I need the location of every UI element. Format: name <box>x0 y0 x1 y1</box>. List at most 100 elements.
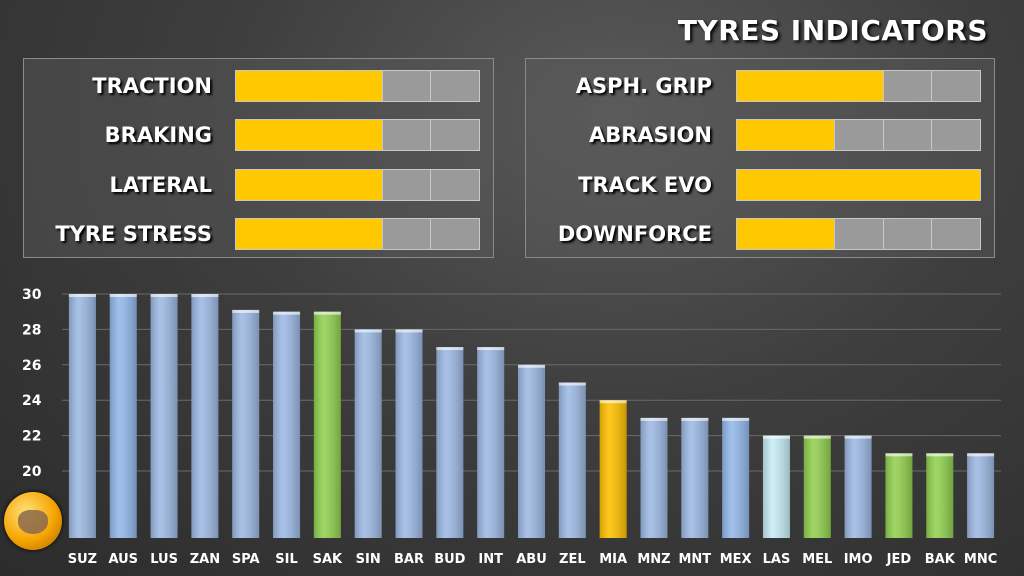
bar-shading <box>967 453 995 538</box>
x-tick-label: INT <box>478 552 503 567</box>
indicator-level-fill <box>236 120 382 150</box>
indicator-label: DOWNFORCE <box>557 222 712 246</box>
bar-shading <box>313 311 341 538</box>
bar-bud <box>436 347 464 538</box>
indicator-panel-left: TRACTION BRAKING LATERAL TYRE STRESS <box>23 58 494 258</box>
x-tick-label: ZAN <box>190 552 220 567</box>
bar-cap <box>926 453 954 457</box>
x-tick-label: BAK <box>925 552 956 567</box>
indicator-segment-divider <box>834 219 836 249</box>
x-tick-label: MNT <box>678 552 711 567</box>
bar-zan <box>191 294 219 538</box>
indicator-row-braking: BRAKING <box>24 118 493 152</box>
indicator-level-bar <box>736 218 981 250</box>
bar-cap <box>68 294 96 297</box>
bar-shading <box>681 417 709 538</box>
bar-cap <box>313 311 341 315</box>
indicator-level-fill <box>236 170 382 200</box>
indicator-label: ASPH. GRIP <box>575 74 712 98</box>
indicator-row-abrasion: ABRASION <box>526 118 994 152</box>
bar-cap <box>722 417 750 421</box>
x-tick-label: SIN <box>356 552 381 567</box>
indicator-level-bar <box>235 70 480 102</box>
bar-shading <box>518 364 545 538</box>
indicator-label: BRAKING <box>104 123 212 147</box>
tyre-bar-chart: 20 22 24 26 28 30 SUZ AUS LUS ZAN SPA SIL SAK SIN BAR… <box>22 287 1001 567</box>
indicator-segment-divider <box>381 170 383 200</box>
bar-sil <box>273 311 301 538</box>
bar-cap <box>558 382 586 386</box>
indicator-segment-divider <box>381 71 383 101</box>
bar-lus <box>150 294 178 538</box>
indicator-segment-divider <box>430 120 432 150</box>
bar-shading <box>762 435 790 538</box>
bar-mex <box>722 417 750 538</box>
x-tick-label: BUD <box>434 552 465 567</box>
y-tick-label: 28 <box>22 322 41 338</box>
indicator-level-bar <box>736 169 981 201</box>
indicator-segment-divider <box>834 120 836 150</box>
x-tick-label: MEX <box>720 552 752 567</box>
x-tick-label: ZEL <box>559 552 586 567</box>
bar-cap <box>640 417 668 421</box>
bar-shading <box>436 347 464 538</box>
bar-cap <box>844 435 872 439</box>
bar-jed <box>885 453 913 538</box>
bar-shading <box>68 294 96 538</box>
bar-cap <box>885 453 913 457</box>
indicator-segment-divider <box>882 219 884 249</box>
indicator-level-bar <box>235 218 480 250</box>
bar-cap <box>273 311 301 315</box>
bar-aus <box>109 294 137 538</box>
indicator-level-fill <box>737 71 883 101</box>
x-tick-label: MNC <box>964 552 997 567</box>
bar-shading <box>803 435 831 538</box>
indicator-segment-divider <box>882 71 884 101</box>
indicator-level-fill <box>737 219 835 249</box>
x-tick-label: BAR <box>394 552 424 567</box>
x-tick-label: AUS <box>108 552 138 567</box>
indicator-level-bar <box>235 169 480 201</box>
bar-mnz <box>640 417 668 538</box>
indicator-row-asph-grip: ASPH. GRIP <box>526 69 994 103</box>
bar-shading <box>354 329 382 538</box>
indicator-segment-divider <box>931 219 933 249</box>
y-tick-label: 20 <box>22 464 42 480</box>
bar-cap <box>232 309 260 313</box>
bar-mnc <box>967 453 995 538</box>
bar-cap <box>150 294 178 297</box>
bar-shading <box>558 382 586 538</box>
x-tick-label: SAK <box>313 552 343 567</box>
page-title: TYRES INDICATORS <box>677 14 988 47</box>
indicator-segment-divider <box>931 71 933 101</box>
indicator-segment-divider <box>381 120 383 150</box>
x-tick-label: LUS <box>150 552 178 567</box>
bar-mel <box>803 435 831 538</box>
bar-las <box>762 435 790 538</box>
bar-shading <box>926 453 954 538</box>
x-tick-label: ABU <box>516 552 547 567</box>
bar-cap <box>967 453 995 457</box>
indicator-row-traction: TRACTION <box>24 69 493 103</box>
indicator-row-downforce: DOWNFORCE <box>526 217 994 251</box>
indicator-segment-divider <box>430 170 432 200</box>
indicator-level-bar <box>235 119 480 151</box>
y-tick-label: 30 <box>22 287 42 303</box>
indicator-panel-right: ASPH. GRIP ABRASION TRACK EVO DOWNFORCE <box>525 58 995 258</box>
bar-shading <box>844 435 872 538</box>
bar-cap <box>477 347 505 351</box>
indicator-segment-divider <box>882 120 884 150</box>
indicator-level-fill <box>236 219 382 249</box>
indicator-segment-divider <box>381 219 383 249</box>
bar-bar <box>395 329 423 538</box>
bar-int <box>477 347 505 538</box>
indicator-segment-divider <box>430 71 432 101</box>
bar-shading <box>150 294 178 538</box>
x-tick-label: MEL <box>802 552 832 567</box>
bar-cap <box>436 347 464 351</box>
bar-shading <box>191 294 219 538</box>
bar-zel <box>558 382 586 538</box>
bar-mia <box>599 400 627 538</box>
x-tick-label: SUZ <box>68 552 97 567</box>
bar-sin <box>354 329 382 538</box>
